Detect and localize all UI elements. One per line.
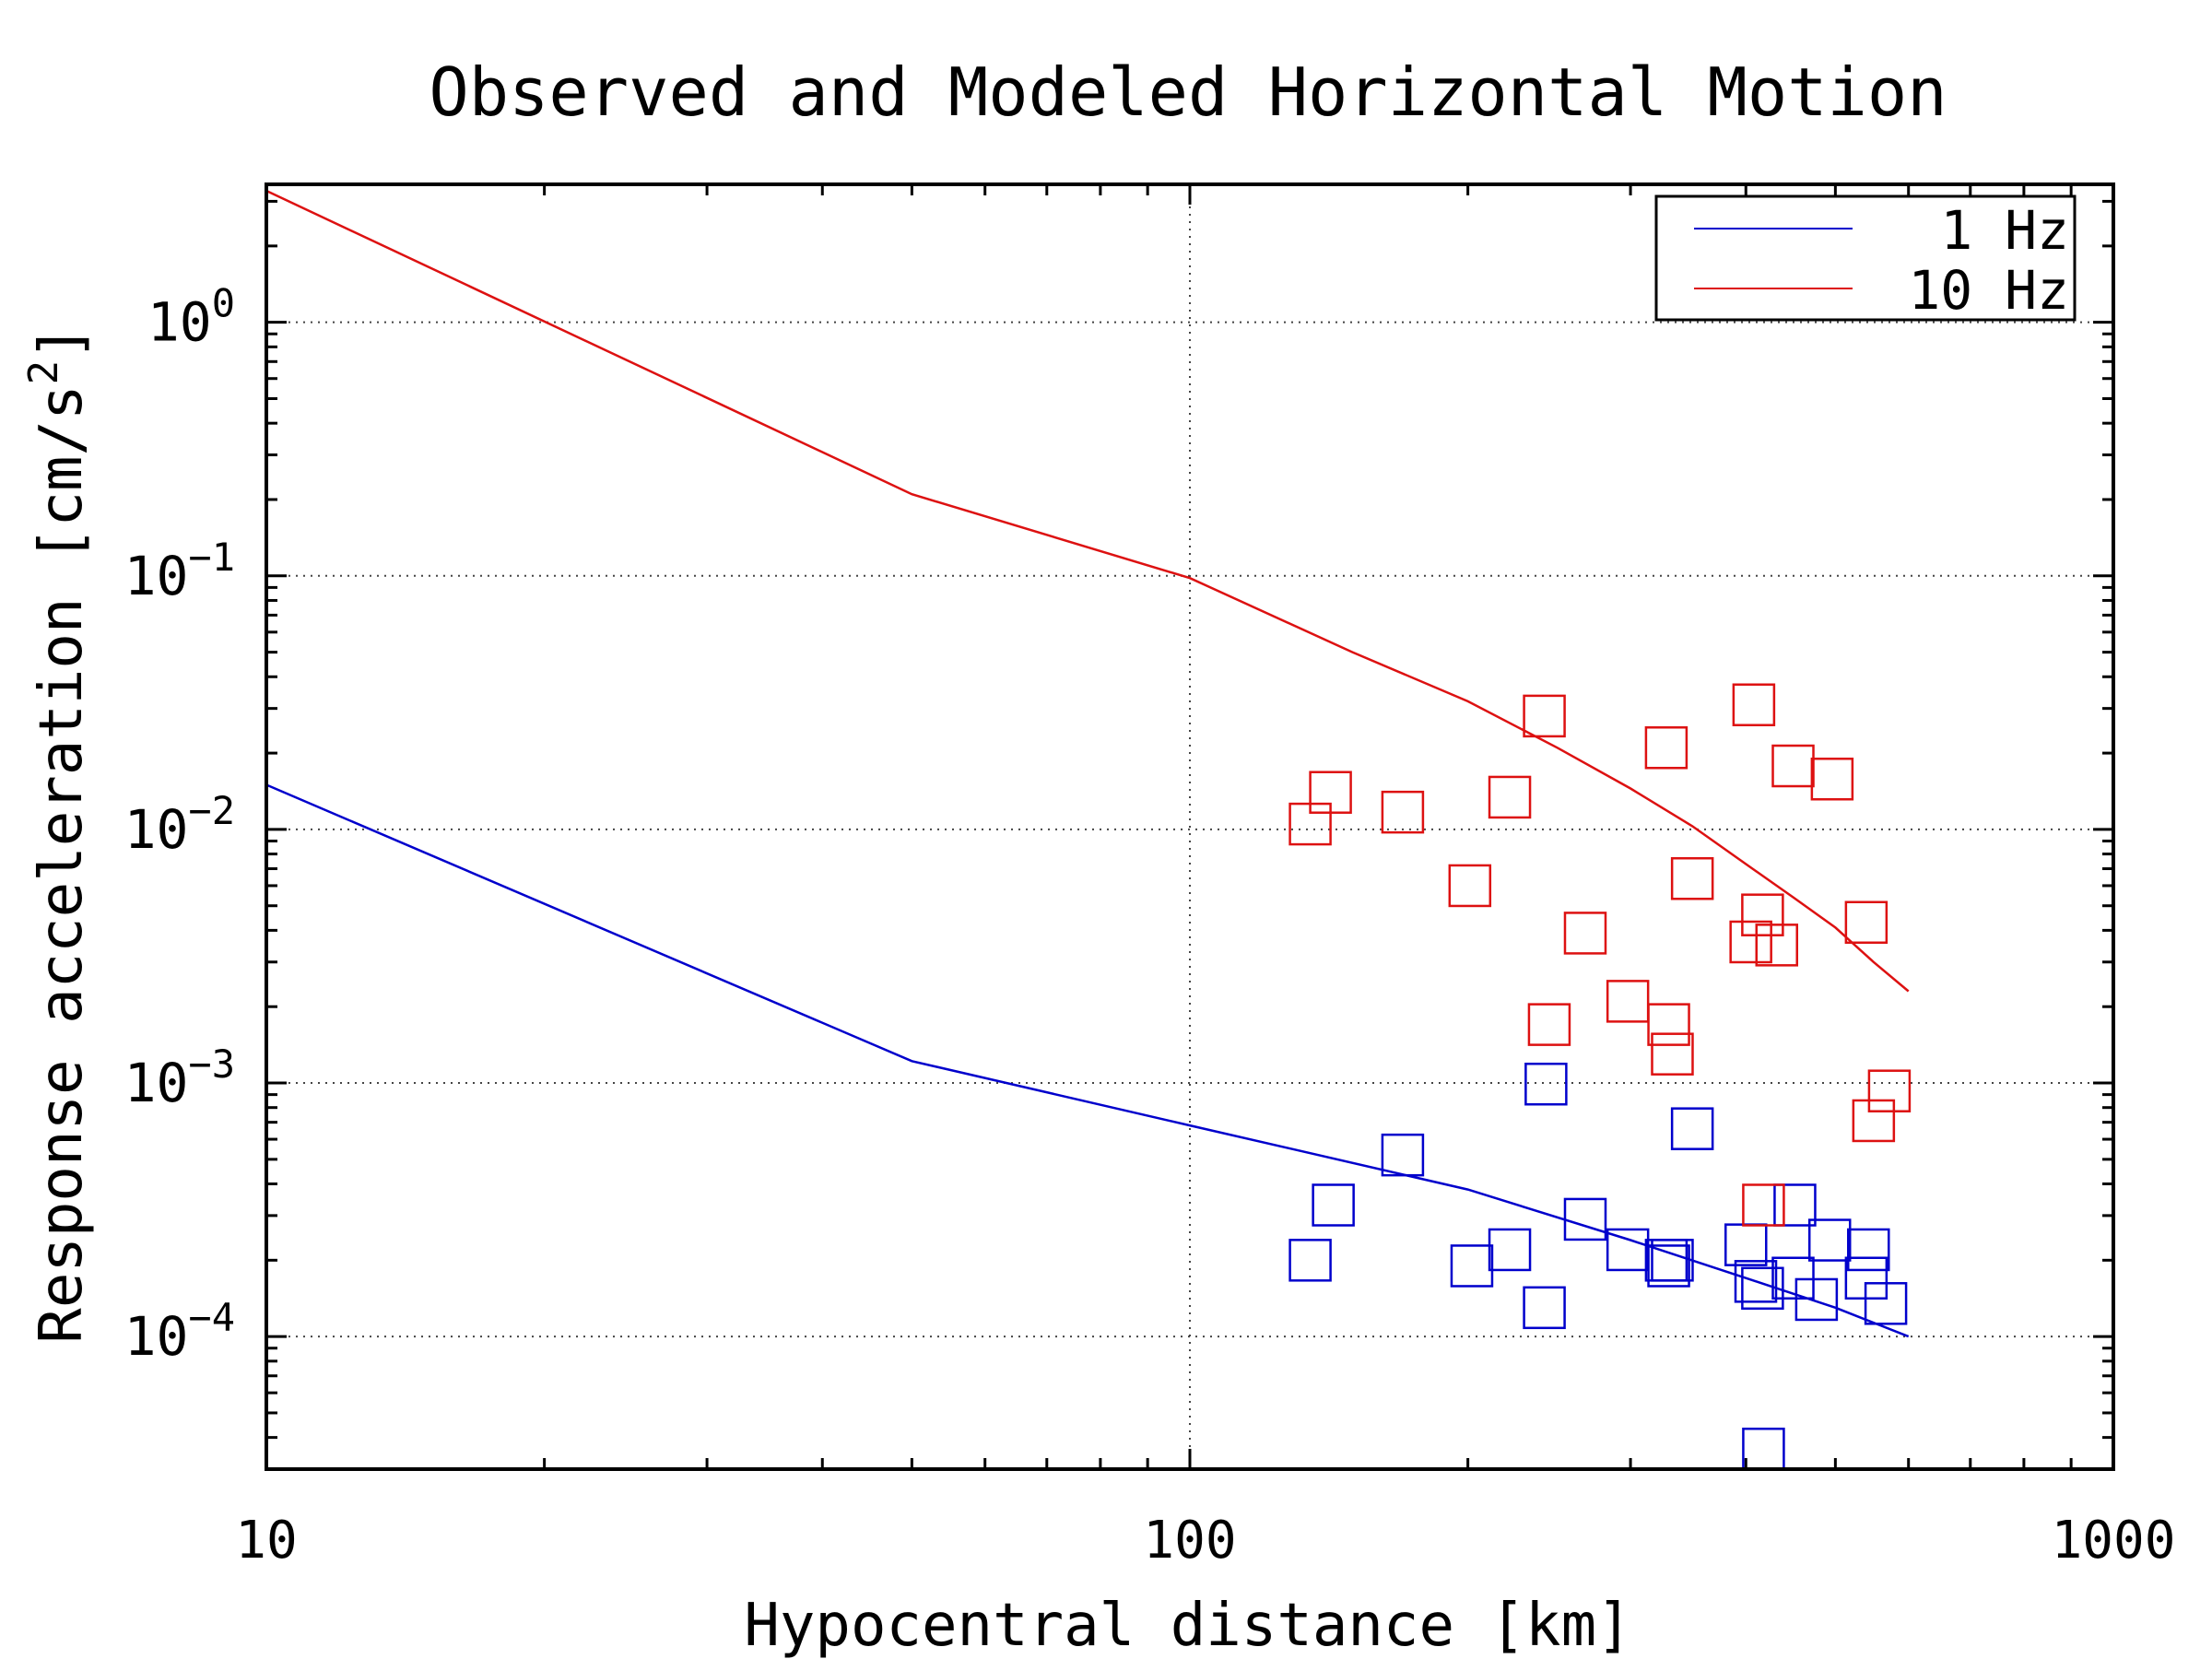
- point-1hz: [1794, 1277, 1839, 1322]
- observed-points: [1288, 683, 1912, 1471]
- point-1hz: [1288, 1239, 1332, 1282]
- x-tick-label: 1000: [2052, 1511, 2176, 1571]
- point-10hz: [1523, 694, 1566, 738]
- point-1hz: [1523, 1286, 1566, 1330]
- x-tick-label: 10: [235, 1511, 297, 1571]
- y-tick-label: 10−2: [124, 788, 235, 861]
- y-tick-label: 10−1: [124, 535, 235, 607]
- x-tick-labels: 10 100 1000: [235, 1511, 2175, 1571]
- point-1hz: [1450, 1244, 1494, 1288]
- y-tick-label: 10−3: [124, 1041, 235, 1114]
- chart-title: Observed and Modeled Horizontal Motion: [429, 53, 1947, 131]
- point-1hz: [1651, 1239, 1694, 1282]
- point-10hz: [1309, 771, 1352, 814]
- point-1hz: [1864, 1282, 1908, 1325]
- y-tick-label: 10−4: [124, 1295, 235, 1368]
- point-1hz: [1742, 1427, 1785, 1471]
- x-axis-label: Hypocentral distance [km]: [744, 1592, 1631, 1659]
- point-10hz: [1563, 912, 1607, 955]
- x-tick-label: 100: [1143, 1511, 1236, 1571]
- point-10hz: [1771, 744, 1815, 788]
- point-1hz: [1381, 1133, 1425, 1177]
- point-10hz: [1644, 726, 1688, 770]
- point-10hz: [1651, 1032, 1694, 1076]
- model-line-10hz: [265, 189, 1910, 993]
- point-1hz: [1647, 1244, 1690, 1288]
- point-10hz: [1448, 864, 1492, 908]
- legend-box: [1654, 194, 2077, 322]
- point-10hz: [1742, 1183, 1785, 1227]
- point-10hz: [1844, 900, 1888, 945]
- point-10hz: [1488, 775, 1532, 819]
- point-10hz: [1381, 790, 1425, 834]
- point-1hz: [1524, 1062, 1568, 1106]
- y-axis-label: Response acceleration [cm/s2]: [20, 324, 96, 1343]
- point-10hz: [1527, 1003, 1571, 1046]
- point-10hz: [1729, 920, 1772, 964]
- point-10hz: [1732, 683, 1776, 726]
- model-lines: [265, 189, 1910, 1338]
- point-1hz: [1847, 1228, 1890, 1272]
- legend-label-1hz: 1 Hz: [1940, 199, 2069, 262]
- point-1hz: [1670, 1107, 1714, 1150]
- y-tick-labels: 100 10−1 10−2 10−3 10−4: [124, 281, 235, 1368]
- legend-label-10hz: 10 Hz: [1908, 259, 2069, 322]
- point-10hz: [1741, 893, 1784, 936]
- point-1hz: [1563, 1197, 1607, 1241]
- point-10hz: [1606, 980, 1650, 1023]
- legend: 1 Hz 10 Hz: [1654, 194, 2077, 322]
- point-1hz: [1312, 1183, 1355, 1227]
- point-1hz: [1807, 1218, 1852, 1262]
- model-line-1hz: [265, 783, 1910, 1338]
- point-10hz: [1755, 924, 1799, 967]
- grid: [266, 184, 2113, 1469]
- point-1hz: [1773, 1183, 1817, 1227]
- point-1hz: [1734, 1260, 1778, 1303]
- point-10hz: [1647, 1003, 1690, 1046]
- point-10hz: [1867, 1069, 1912, 1112]
- point-1hz: [1741, 1266, 1784, 1311]
- point-10hz: [1810, 758, 1854, 801]
- point-10hz: [1670, 856, 1714, 900]
- y-tick-label: 100: [147, 281, 235, 354]
- plot-frame: [265, 182, 2115, 1471]
- point-10hz: [1852, 1099, 1896, 1143]
- point-1hz: [1488, 1228, 1532, 1272]
- point-1hz: [1724, 1223, 1768, 1266]
